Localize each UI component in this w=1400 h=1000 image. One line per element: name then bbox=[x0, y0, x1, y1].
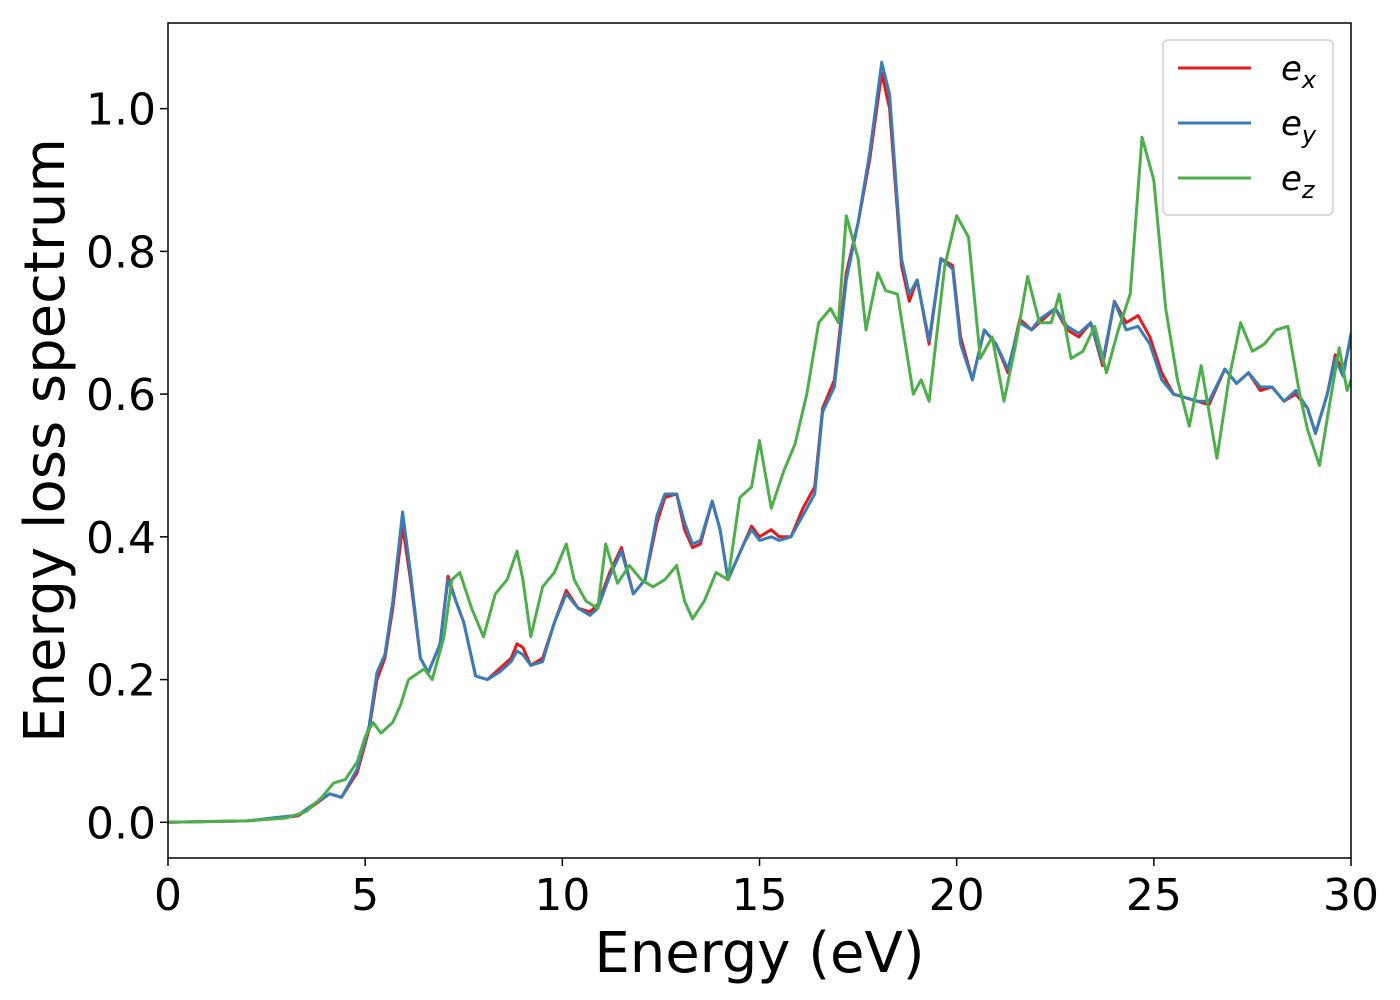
x-tick-label: 10 bbox=[534, 870, 590, 921]
plot-lines bbox=[168, 60, 1351, 824]
legend-label-ex: ex bbox=[1281, 49, 1317, 94]
y-tick-label: 1.0 bbox=[86, 85, 156, 136]
legend-label-ez: ez bbox=[1281, 159, 1316, 204]
x-tick-label: 0 bbox=[154, 870, 182, 921]
y-tick-label: 0.2 bbox=[86, 656, 156, 707]
x-tick-label: 25 bbox=[1126, 870, 1182, 921]
series-line-ey bbox=[168, 60, 1351, 824]
y-tick-label: 0.4 bbox=[86, 513, 156, 564]
x-axis-ticks: 0 5 10 15 20 25 30 bbox=[154, 858, 1379, 921]
series-line-ez bbox=[168, 135, 1351, 824]
x-tick-label: 20 bbox=[929, 870, 985, 921]
y-tick-label: 0.0 bbox=[86, 798, 156, 849]
y-tick-label: 0.8 bbox=[86, 227, 156, 278]
legend-box bbox=[1162, 39, 1334, 216]
x-tick-label: 15 bbox=[732, 870, 788, 921]
x-tick-label: 30 bbox=[1323, 870, 1379, 921]
y-axis-label: Energy loss spectrum bbox=[13, 138, 78, 743]
legend: ex ey ez bbox=[1162, 39, 1334, 216]
y-axis-ticks: 0.0 0.2 0.4 0.6 0.8 1.0 bbox=[86, 85, 168, 849]
x-tick-label: 5 bbox=[351, 870, 379, 921]
legend-label-ey: ey bbox=[1281, 104, 1317, 149]
x-axis-label: Energy (eV) bbox=[594, 921, 924, 986]
y-tick-label: 0.6 bbox=[86, 370, 156, 421]
